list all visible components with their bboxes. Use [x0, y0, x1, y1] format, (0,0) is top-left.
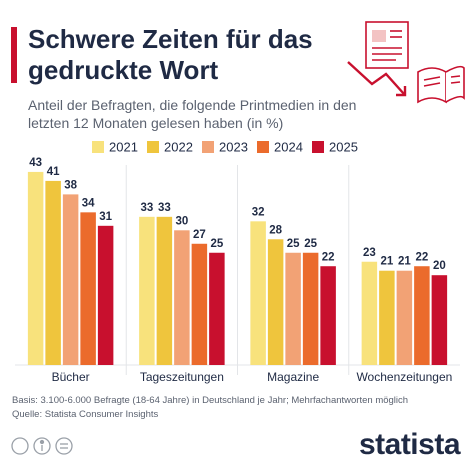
x-tick-label: Bücher: [52, 370, 90, 384]
note: Basis: 3.100-6.000 Befragte (18-64 Jahre…: [12, 395, 409, 406]
x-tick-label: Magazine: [267, 370, 319, 384]
bar: [320, 266, 336, 365]
data-label: 21: [398, 256, 411, 268]
data-label: 30: [175, 215, 188, 227]
data-label: 22: [415, 251, 428, 263]
data-label: 33: [140, 202, 153, 214]
bar: [62, 194, 79, 365]
legend-label: 2024: [274, 139, 303, 154]
bar: [414, 266, 430, 365]
bar: [156, 216, 173, 365]
bar: [396, 270, 413, 365]
legend-label: 2021: [109, 139, 138, 154]
bar: [431, 275, 448, 365]
legend-swatch: [147, 141, 159, 153]
data-label: 43: [29, 157, 42, 169]
data-label: 32: [252, 206, 265, 218]
chart-title: Schwere Zeiten für das gedruckte Wort: [28, 24, 313, 85]
bar: [302, 252, 319, 365]
data-label: 25: [287, 238, 300, 250]
x-tick-label: Wochenzeitungen: [356, 370, 452, 384]
bar: [285, 252, 301, 365]
data-label: 41: [47, 166, 60, 178]
bar: [379, 270, 395, 365]
bar: [191, 243, 208, 365]
license-icons: [11, 437, 73, 455]
x-tick-label: Tageszeitungen: [140, 370, 224, 384]
data-label: 25: [210, 238, 223, 250]
data-label: 33: [158, 202, 171, 214]
bar: [97, 225, 114, 365]
bar: [361, 261, 378, 365]
source: Quelle: Statista Consumer Insights: [12, 409, 159, 420]
bar: [267, 239, 284, 365]
bar: [139, 216, 155, 365]
legend-label: 2023: [219, 139, 248, 154]
bar: [250, 221, 266, 365]
brand-logo: statista: [358, 428, 461, 461]
bar: [27, 171, 44, 365]
data-label: 21: [380, 256, 393, 268]
bar: [45, 180, 61, 365]
accent-bar: [11, 27, 17, 83]
data-label: 27: [193, 229, 206, 241]
legend-swatch: [312, 141, 324, 153]
data-label: 31: [99, 211, 112, 223]
legend-label: 2025: [329, 139, 358, 154]
bar: [209, 252, 225, 365]
data-label: 25: [304, 238, 317, 250]
data-label: 28: [269, 224, 282, 236]
bar: [174, 230, 190, 365]
legend-label: 2022: [164, 139, 193, 154]
data-label: 22: [322, 251, 335, 263]
newspaper-icon: [347, 21, 465, 104]
legend-swatch: [202, 141, 214, 153]
data-label: 20: [433, 260, 446, 272]
data-label: 38: [64, 179, 77, 191]
legend-swatch: [92, 141, 104, 153]
data-label: 23: [363, 247, 376, 259]
chart-subtitle: Anteil der Befragten, die folgende Print…: [28, 97, 357, 131]
legend-swatch: [257, 141, 269, 153]
bar: [80, 212, 96, 365]
data-label: 34: [82, 197, 95, 209]
